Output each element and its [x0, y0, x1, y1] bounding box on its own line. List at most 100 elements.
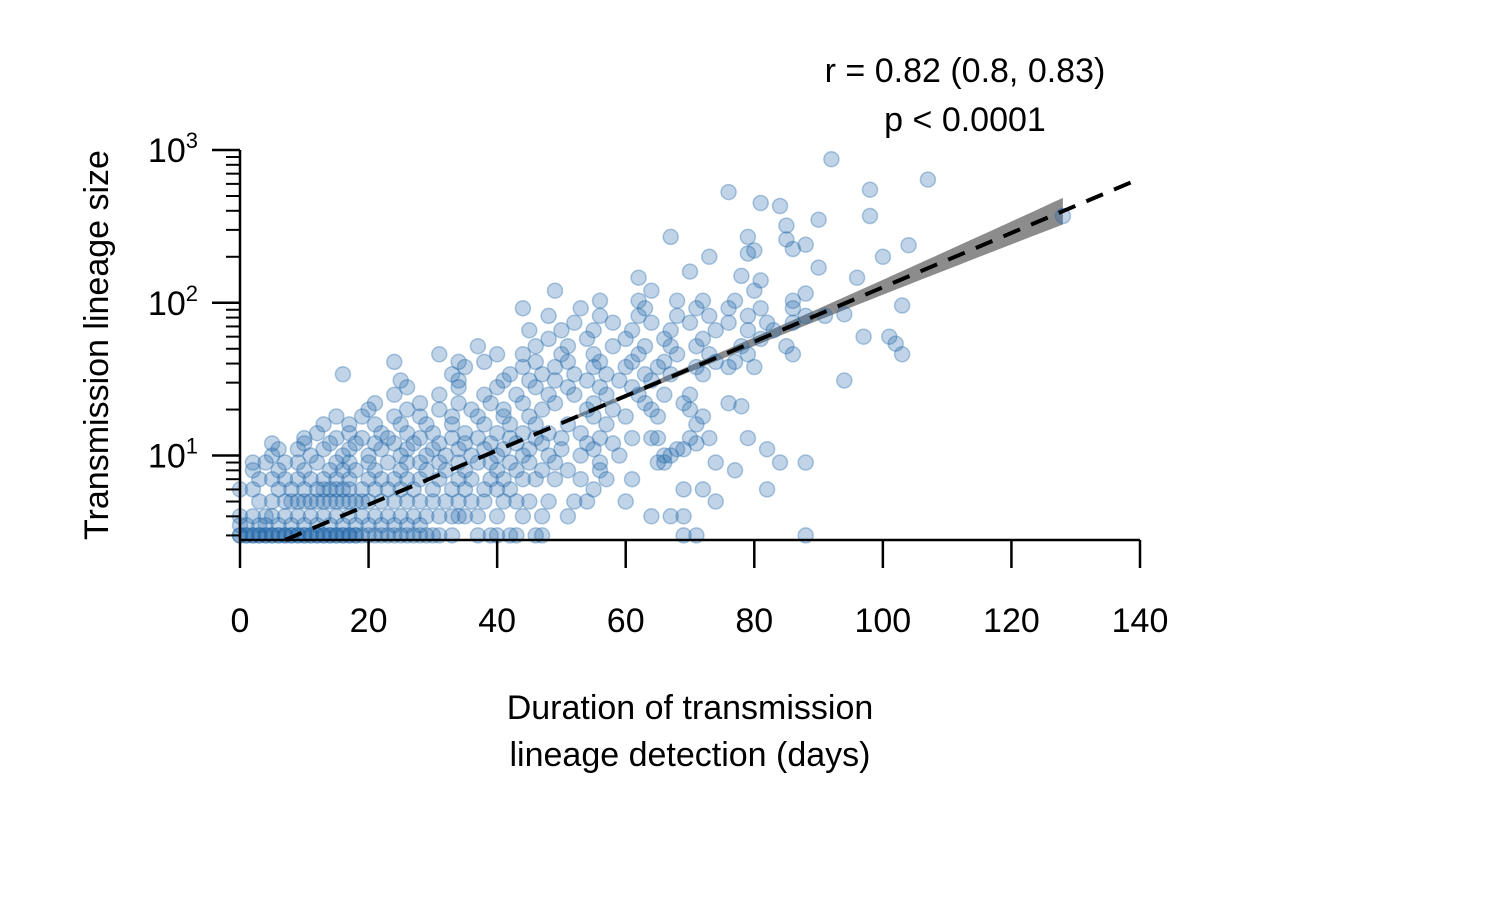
- data-point: [463, 493, 480, 510]
- data-point: [418, 508, 435, 525]
- data-point: [296, 462, 313, 479]
- data-point: [456, 481, 474, 498]
- data-point: [501, 366, 519, 383]
- data-point: [398, 440, 416, 458]
- data-point: [649, 429, 667, 447]
- data-point: [373, 470, 390, 488]
- data-point: [540, 493, 557, 510]
- data-point: [893, 297, 911, 314]
- data-point: [836, 306, 853, 323]
- data-point: [855, 328, 872, 345]
- data-point: [559, 508, 577, 525]
- data-point: [450, 508, 467, 525]
- data-point: [533, 401, 551, 418]
- data-point: [450, 440, 467, 458]
- data-point: [585, 358, 602, 376]
- data-point: [411, 394, 429, 412]
- data-point: [675, 394, 692, 412]
- data-point: [257, 516, 274, 534]
- data-point: [353, 493, 371, 510]
- data-point: [514, 424, 532, 442]
- axes-layer: 0 20 40 60 80 100 120 140 101 102 103: [148, 128, 1168, 640]
- points-layer: [231, 150, 1072, 544]
- data-point: [334, 462, 352, 479]
- data-point: [386, 435, 403, 452]
- data-point: [540, 386, 557, 403]
- data-point: [707, 493, 724, 510]
- data-point: [559, 378, 577, 396]
- data-point: [289, 470, 307, 488]
- data-point: [431, 386, 448, 403]
- x-tick-label: 0: [231, 602, 250, 640]
- fit-line: [284, 176, 1141, 542]
- data-point: [553, 346, 570, 363]
- data-point: [559, 353, 577, 371]
- data-point: [848, 269, 866, 286]
- data-point: [321, 435, 339, 452]
- data-point: [411, 408, 429, 425]
- data-point: [495, 493, 512, 510]
- data-point: [476, 493, 493, 510]
- data-point: [437, 447, 454, 464]
- data-point: [617, 330, 634, 348]
- data-point: [443, 416, 461, 433]
- data-point: [514, 447, 532, 464]
- data-point: [591, 307, 609, 325]
- data-point: [456, 508, 474, 525]
- data-point: [431, 508, 448, 525]
- data-point: [347, 462, 364, 479]
- data-point: [758, 440, 776, 458]
- data-point: [398, 378, 416, 396]
- data-point: [411, 429, 429, 447]
- data-point: [501, 454, 519, 471]
- data-point: [302, 447, 319, 464]
- data-point: [469, 337, 487, 355]
- data-point: [887, 335, 904, 352]
- data-point: [373, 424, 390, 442]
- data-point: [668, 307, 686, 325]
- data-point: [675, 508, 692, 525]
- data-point: [739, 307, 757, 325]
- data-point: [514, 470, 532, 488]
- data-point: [701, 429, 718, 447]
- data-point: [315, 493, 332, 510]
- data-point: [251, 470, 268, 488]
- data-point: [386, 386, 403, 403]
- data-point: [636, 366, 654, 383]
- data-point: [778, 217, 795, 234]
- data-point: [360, 401, 377, 418]
- data-point: [578, 372, 596, 389]
- data-point: [752, 194, 769, 212]
- data-point: [289, 440, 307, 458]
- data-point: [681, 429, 699, 447]
- data-point: [810, 259, 827, 276]
- data-point: [707, 454, 724, 471]
- data-point: [514, 300, 532, 317]
- data-point: [572, 424, 589, 442]
- data-point: [514, 394, 532, 412]
- data-point: [598, 470, 615, 488]
- data-point: [688, 337, 705, 355]
- data-point: [662, 322, 679, 339]
- data-point: [893, 346, 911, 363]
- data-point: [649, 408, 667, 425]
- y-tick-label: 103: [148, 128, 198, 170]
- data-point: [771, 197, 789, 215]
- data-point: [604, 314, 622, 331]
- data-point: [784, 346, 802, 363]
- data-point: [302, 508, 319, 525]
- data-point: [656, 447, 673, 464]
- data-point: [302, 493, 319, 510]
- data-point: [746, 242, 763, 259]
- data-point: [746, 358, 763, 376]
- data-point: [591, 462, 609, 479]
- data-point: [598, 386, 615, 403]
- data-point: [739, 322, 757, 339]
- data-point: [656, 353, 673, 371]
- data-point: [379, 508, 397, 525]
- data-point: [379, 481, 397, 498]
- data-point: [733, 398, 750, 415]
- data-point: [488, 508, 506, 525]
- data-point: [418, 462, 435, 479]
- data-point: [379, 454, 397, 471]
